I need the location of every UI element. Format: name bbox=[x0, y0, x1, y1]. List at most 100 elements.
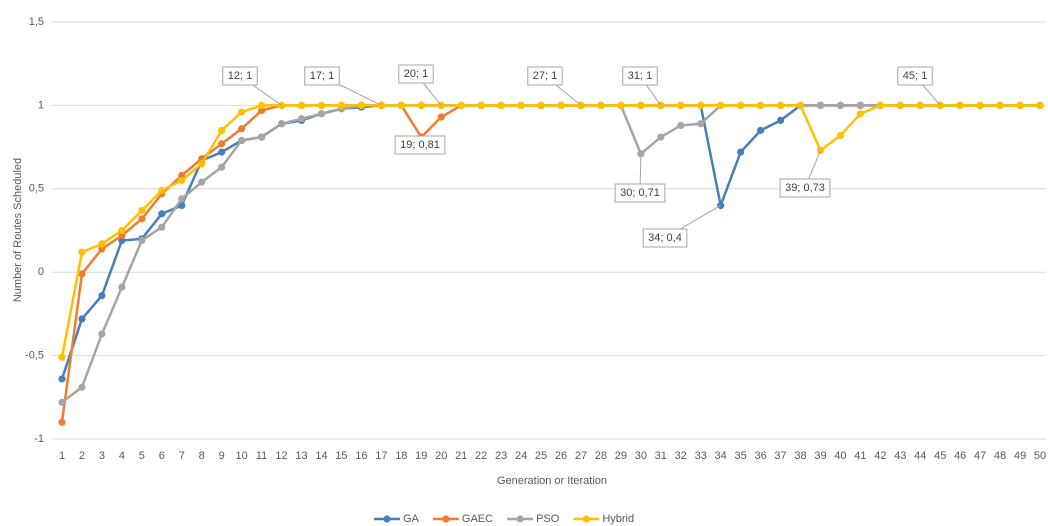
x-tick-label: 1 bbox=[59, 450, 65, 462]
point bbox=[776, 116, 785, 125]
x-tick-label: 23 bbox=[495, 450, 507, 462]
x-tick-label: 2 bbox=[79, 450, 85, 462]
x-tick-label: 30 bbox=[635, 450, 647, 462]
point bbox=[856, 101, 865, 109]
x-tick-label: 40 bbox=[834, 450, 846, 462]
point bbox=[138, 206, 146, 215]
x-tick-label: 28 bbox=[595, 450, 607, 462]
legend-marker bbox=[516, 515, 524, 523]
point bbox=[218, 126, 226, 135]
point bbox=[357, 101, 365, 109]
point bbox=[158, 186, 166, 195]
point bbox=[98, 330, 106, 338]
x-tick-label: 6 bbox=[159, 450, 165, 462]
point bbox=[198, 160, 206, 168]
x-tick-label: 26 bbox=[555, 450, 567, 462]
legend-marker bbox=[383, 515, 391, 523]
point bbox=[816, 101, 825, 109]
point bbox=[78, 270, 86, 278]
callout-box bbox=[779, 178, 831, 198]
callout-box bbox=[897, 66, 933, 86]
point bbox=[836, 131, 845, 140]
point bbox=[198, 178, 206, 186]
point bbox=[178, 176, 186, 185]
point bbox=[218, 148, 226, 156]
series-line bbox=[60, 104, 1041, 358]
point bbox=[457, 101, 465, 109]
legend-label: GAEC bbox=[462, 513, 493, 525]
callout-box bbox=[614, 183, 666, 203]
point bbox=[98, 240, 106, 248]
x-tick-label: 35 bbox=[735, 450, 747, 462]
point bbox=[138, 215, 146, 223]
point bbox=[437, 113, 445, 121]
point bbox=[138, 236, 146, 245]
x-tick-label: 7 bbox=[179, 450, 185, 462]
point bbox=[297, 115, 306, 123]
annotation: 17; 1 bbox=[310, 70, 334, 82]
point bbox=[178, 195, 186, 203]
x-tick-label: 20 bbox=[435, 450, 447, 462]
x-tick-label: 46 bbox=[954, 450, 966, 462]
x-tick-label: 48 bbox=[994, 450, 1006, 462]
annotation: 31; 1 bbox=[628, 70, 652, 82]
y-tick-label: 1 bbox=[38, 99, 44, 111]
point bbox=[417, 101, 425, 109]
point bbox=[258, 106, 266, 115]
x-tick-label: 21 bbox=[455, 450, 467, 462]
point bbox=[757, 101, 765, 109]
callout-box bbox=[398, 64, 434, 84]
point bbox=[876, 101, 884, 109]
point bbox=[776, 101, 785, 109]
point bbox=[597, 101, 605, 109]
x-tick-label: 25 bbox=[535, 450, 547, 462]
point bbox=[58, 398, 66, 406]
callout-box bbox=[527, 66, 563, 86]
series-line bbox=[60, 104, 1041, 380]
point bbox=[218, 140, 226, 148]
x-tick-label: 34 bbox=[715, 450, 727, 462]
x-tick-label: 14 bbox=[315, 450, 327, 462]
x-tick-label: 41 bbox=[854, 450, 866, 462]
x-tick-label: 27 bbox=[575, 450, 587, 462]
point bbox=[1036, 101, 1044, 109]
point bbox=[757, 126, 765, 135]
x-tick-label: 44 bbox=[914, 450, 926, 462]
point bbox=[657, 133, 665, 141]
point bbox=[297, 101, 306, 109]
x-axis-title: Generation or Iteration bbox=[497, 475, 607, 487]
annotation: 12; 1 bbox=[228, 70, 252, 82]
point bbox=[657, 101, 665, 109]
point bbox=[277, 120, 286, 128]
point bbox=[896, 101, 904, 109]
x-tick-label: 32 bbox=[675, 450, 687, 462]
x-tick-label: 12 bbox=[275, 450, 287, 462]
x-tick-label: 24 bbox=[515, 450, 527, 462]
x-tick-label: 13 bbox=[295, 450, 307, 462]
y-tick-label: 0,5 bbox=[29, 183, 44, 195]
annotation: 27; 1 bbox=[533, 70, 557, 82]
legend-marker bbox=[582, 515, 590, 523]
point bbox=[118, 236, 126, 245]
x-tick-label: 10 bbox=[236, 450, 248, 462]
x-tick-label: 37 bbox=[774, 450, 786, 462]
point bbox=[58, 375, 66, 383]
point bbox=[976, 101, 984, 109]
point bbox=[317, 110, 326, 118]
point bbox=[158, 210, 166, 218]
point bbox=[78, 248, 86, 256]
point bbox=[317, 101, 326, 109]
point bbox=[677, 121, 685, 130]
point bbox=[58, 353, 66, 361]
point bbox=[258, 133, 266, 141]
callout-box bbox=[304, 66, 340, 86]
point bbox=[178, 201, 186, 210]
point bbox=[78, 383, 86, 391]
callout-box bbox=[622, 66, 658, 86]
callout-box bbox=[222, 66, 258, 86]
point bbox=[677, 101, 685, 109]
x-tick-label: 31 bbox=[655, 450, 667, 462]
x-tick-label: 49 bbox=[1014, 450, 1026, 462]
annotation: 30; 0,71 bbox=[620, 187, 660, 199]
